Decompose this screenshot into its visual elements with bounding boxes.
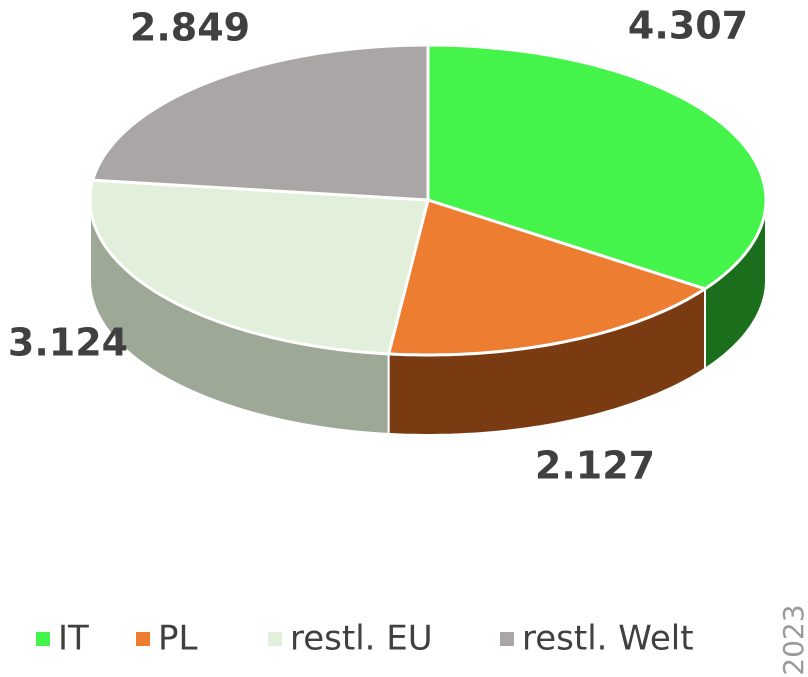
- slice: [426, 43, 768, 291]
- legend-label: restl. Welt: [522, 619, 694, 659]
- slice: [387, 198, 707, 357]
- year-annotation: 2023: [777, 604, 808, 675]
- value-label: 4.307: [628, 4, 748, 48]
- legend-swatch: [36, 632, 50, 646]
- legend-label: restl. EU: [290, 619, 433, 659]
- legend-swatch: [500, 632, 514, 646]
- value-label: 3.124: [8, 321, 128, 365]
- legend-swatch: [268, 632, 282, 646]
- slice: [88, 178, 430, 356]
- slice: [91, 43, 430, 202]
- legend-label: IT: [58, 619, 89, 659]
- legend-swatch: [136, 632, 150, 646]
- legend-label: PL: [158, 619, 198, 659]
- value-label: 2.849: [130, 6, 250, 50]
- value-label: 2.127: [535, 444, 655, 488]
